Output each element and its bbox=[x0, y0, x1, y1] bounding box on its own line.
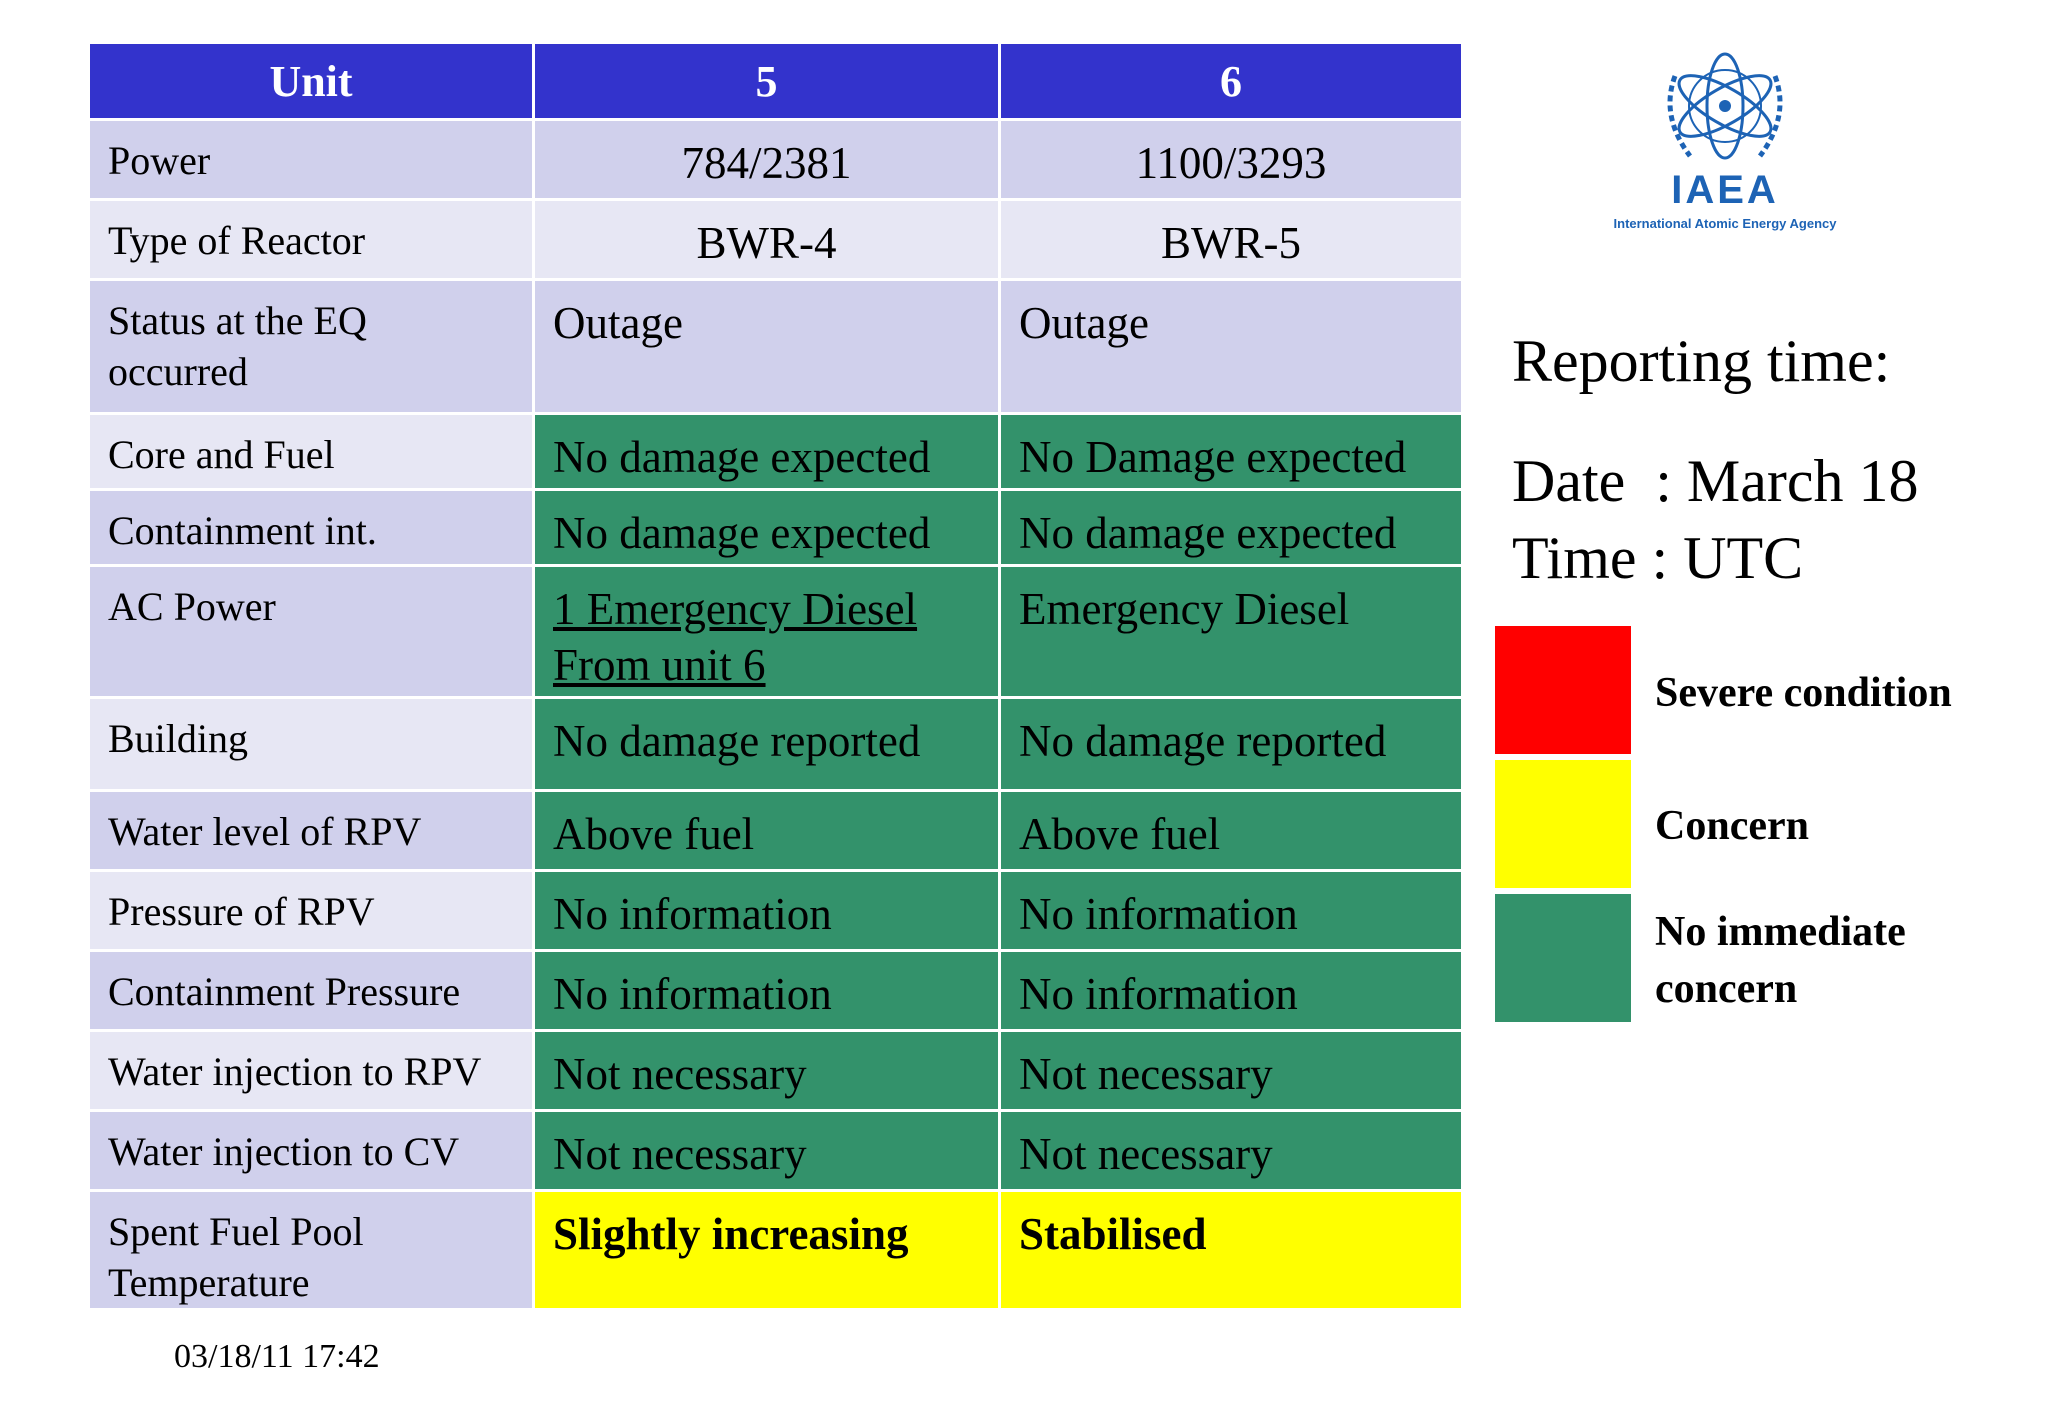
concern-swatch bbox=[1495, 760, 1631, 888]
unit-status-table: Unit 5 6 Power 784/2381 1100/3293 Type o… bbox=[87, 41, 1464, 1311]
unit6-water-level: Above fuel bbox=[998, 789, 1464, 872]
footer-date: 03/18/11 17:42 bbox=[174, 1338, 380, 1375]
unit5-containment-pressure: No information bbox=[532, 949, 1001, 1032]
iaea-emblem-icon bbox=[1667, 52, 1783, 160]
legend-no-concern: No immediate concern bbox=[1655, 909, 1906, 1012]
unit6-reactor-type: BWR-5 bbox=[998, 198, 1464, 281]
reporting-time-heading: Reporting time: bbox=[1512, 328, 1891, 394]
unit5-core-fuel: No damage expected bbox=[532, 412, 1001, 491]
unit5-water-injection-cv: Not necessary bbox=[532, 1109, 1001, 1192]
row-label: Containment Pressure bbox=[87, 949, 535, 1032]
table-row-spent-fuel-pool: Spent Fuel Pool Temperature Slightly inc… bbox=[87, 1189, 1464, 1311]
unit6-core-fuel: No Damage expected bbox=[998, 412, 1464, 491]
report-time: Time : UTC bbox=[1512, 525, 1804, 591]
table-row-rpv-pressure: Pressure of RPV No information No inform… bbox=[87, 869, 1464, 952]
unit6-rpv-pressure: No information bbox=[998, 869, 1464, 952]
table-row-core-fuel: Core and Fuel No damage expected No Dama… bbox=[87, 412, 1464, 491]
row-label: Spent Fuel Pool Temperature bbox=[87, 1189, 535, 1311]
unit6-status: Outage bbox=[998, 278, 1464, 415]
severe-swatch bbox=[1495, 626, 1631, 754]
unit6-containment: No damage expected bbox=[998, 488, 1464, 567]
ac-power-link-text: 1 Emergency Diesel From unit 6 bbox=[553, 584, 918, 690]
row-label: Type of Reactor bbox=[87, 198, 535, 281]
table-row-water-level: Water level of RPV Above fuel Above fuel bbox=[87, 789, 1464, 872]
no-concern-swatch bbox=[1495, 894, 1631, 1022]
logo-subtitle: International Atomic Energy Agency bbox=[1613, 216, 1837, 231]
unit5-reactor-type: BWR-4 bbox=[532, 198, 1001, 281]
table-row-containment: Containment int. No damage expected No d… bbox=[87, 488, 1464, 567]
table-row-status: Status at the EQ occurred Outage Outage bbox=[87, 278, 1464, 415]
unit6-power: 1100/3293 bbox=[998, 118, 1464, 201]
unit5-rpv-pressure: No information bbox=[532, 869, 1001, 952]
table-row-water-injection-cv: Water injection to CV Not necessary Not … bbox=[87, 1109, 1464, 1192]
row-label: Power bbox=[87, 118, 535, 201]
unit6-containment-pressure: No information bbox=[998, 949, 1464, 1032]
row-label: Water injection to RPV bbox=[87, 1029, 535, 1112]
unit5-status: Outage bbox=[532, 278, 1001, 415]
table-row-water-injection-rpv: Water injection to RPV Not necessary Not… bbox=[87, 1029, 1464, 1112]
header-unit-6: 6 bbox=[998, 41, 1464, 121]
header-unit-5: 5 bbox=[532, 41, 1001, 121]
report-date: Date : March 18 bbox=[1512, 448, 1919, 514]
table-row-containment-pressure: Containment Pressure No information No i… bbox=[87, 949, 1464, 1032]
table-row-ac-power: AC Power 1 Emergency Diesel From unit 6 … bbox=[87, 564, 1464, 699]
row-label: Water injection to CV bbox=[87, 1109, 535, 1192]
row-label: Water level of RPV bbox=[87, 789, 535, 872]
row-label: Pressure of RPV bbox=[87, 869, 535, 952]
row-label: Building bbox=[87, 696, 535, 792]
unit5-power: 784/2381 bbox=[532, 118, 1001, 201]
unit5-water-injection-rpv: Not necessary bbox=[532, 1029, 1001, 1112]
unit5-containment: No damage expected bbox=[532, 488, 1001, 567]
unit6-spent-fuel-pool: Stabilised bbox=[998, 1189, 1464, 1311]
legend-severe: Severe condition bbox=[1655, 670, 1952, 716]
row-label: Containment int. bbox=[87, 488, 535, 567]
legend-concern: Concern bbox=[1655, 803, 1809, 849]
unit6-building: No damage reported bbox=[998, 696, 1464, 792]
row-label: AC Power bbox=[87, 564, 535, 699]
unit5-ac-power: 1 Emergency Diesel From unit 6 bbox=[532, 564, 1001, 699]
unit6-ac-power: Emergency Diesel bbox=[998, 564, 1464, 699]
unit6-water-injection-cv: Not necessary bbox=[998, 1109, 1464, 1192]
row-label: Status at the EQ occurred bbox=[87, 278, 535, 415]
unit6-water-injection-rpv: Not necessary bbox=[998, 1029, 1464, 1112]
logo-name: IAEA bbox=[1671, 168, 1779, 212]
unit5-building: No damage reported bbox=[532, 696, 1001, 792]
unit5-spent-fuel-pool: Slightly increasing bbox=[532, 1189, 1001, 1311]
table-row-building: Building No damage reported No damage re… bbox=[87, 696, 1464, 792]
table-header-row: Unit 5 6 bbox=[87, 41, 1464, 121]
unit5-water-level: Above fuel bbox=[532, 789, 1001, 872]
table-row-power: Power 784/2381 1100/3293 bbox=[87, 118, 1464, 201]
row-label: Core and Fuel bbox=[87, 412, 535, 491]
header-unit: Unit bbox=[87, 41, 535, 121]
table-row-reactor-type: Type of Reactor BWR-4 BWR-5 bbox=[87, 198, 1464, 281]
